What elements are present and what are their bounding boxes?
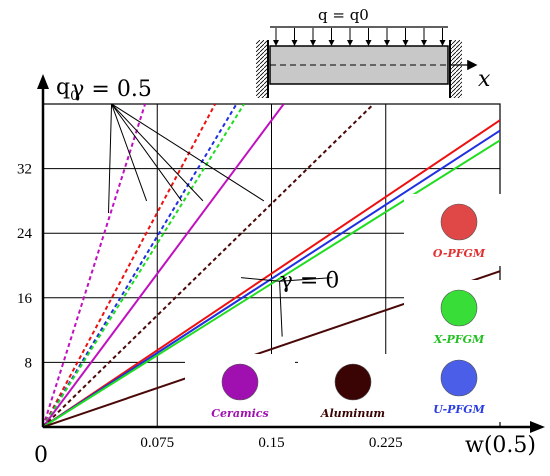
- load-arrowhead: [402, 40, 409, 46]
- load-arrowhead: [365, 40, 372, 46]
- annotation-leader: [279, 277, 333, 282]
- annotation-leader: [108, 103, 113, 214]
- load-arrowhead: [384, 40, 390, 46]
- legend-label: Aluminum: [320, 407, 385, 420]
- y-axis-arrow: [37, 74, 49, 89]
- y-tick-label: 24: [17, 226, 33, 242]
- x-axis-arrow: [530, 421, 545, 433]
- series-line: [43, 104, 216, 427]
- series-line: [43, 119, 500, 427]
- series-line: [43, 104, 245, 427]
- annotation-leader: [111, 103, 265, 202]
- beam: [269, 45, 449, 85]
- legend-marker: [440, 289, 478, 327]
- annotation-leader: [111, 103, 204, 202]
- y-tick-label: 32: [17, 162, 32, 178]
- series-line: [43, 104, 285, 427]
- load-arrowhead: [328, 40, 335, 46]
- series-line: [43, 139, 500, 427]
- annotation-label: γ = 0.5: [71, 77, 152, 102]
- inset-load-label: q = q0: [318, 6, 369, 24]
- y-tick-label: 8: [25, 355, 33, 371]
- x-tick-label: 0.225: [369, 435, 403, 451]
- x-tick-label: 0.15: [258, 435, 284, 451]
- series-layer: [43, 104, 500, 427]
- right-clamp-hatch: [450, 40, 462, 98]
- load-arrowhead: [273, 40, 279, 46]
- series-line: [43, 104, 147, 427]
- legend-label: Ceramics: [211, 407, 268, 420]
- annotations: γ = 0.5γ = 0: [71, 77, 339, 337]
- y-tick-label: 16: [17, 291, 33, 307]
- legend-marker: [440, 203, 478, 241]
- beam-inset: q = q0 x: [256, 6, 491, 98]
- origin-label: 0: [34, 443, 48, 468]
- axes: [37, 74, 545, 433]
- x-axis-title: w(0.5): [465, 433, 536, 458]
- load-arrowhead: [439, 40, 446, 46]
- load-arrowhead: [310, 40, 316, 46]
- annotation-leader: [111, 103, 148, 202]
- annotation-leader: [111, 103, 183, 202]
- annotation-leader: [279, 281, 283, 337]
- legend-label: X-PFGM: [433, 333, 485, 346]
- load-arrows: [273, 28, 446, 46]
- inset-x-label: x: [478, 67, 491, 92]
- y-axis-title-subscript: 0: [70, 89, 78, 104]
- legend-label: O-PFGM: [433, 247, 486, 260]
- tick-labels: 0.075 0.15 0.225 8 16 24 32: [17, 162, 403, 451]
- load-arrowhead: [291, 40, 298, 46]
- series-line: [43, 129, 500, 427]
- legend: O-PFGM X-PFGM U-PFGM Ceramics Aluminum: [185, 194, 514, 426]
- load-arrowhead: [347, 40, 353, 46]
- legend-marker: [221, 363, 259, 401]
- series-line: [43, 104, 375, 427]
- annotation-leader: [240, 277, 280, 282]
- legend-label: U-PFGM: [433, 403, 485, 416]
- x-tick-label: 0.075: [140, 435, 174, 451]
- legend-marker: [334, 363, 372, 401]
- legend-marker: [440, 359, 478, 397]
- annotation-leader: [279, 277, 287, 282]
- load-arrowhead: [421, 40, 427, 46]
- left-clamp-hatch: [256, 40, 268, 98]
